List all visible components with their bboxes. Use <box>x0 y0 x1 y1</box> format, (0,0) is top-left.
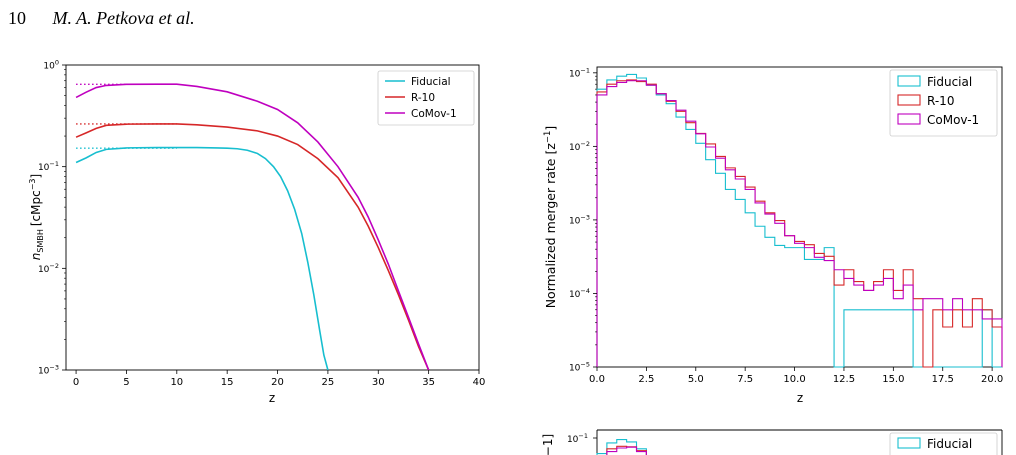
left-xtick-label: 20 <box>271 377 284 388</box>
right-xtick-label: 5.0 <box>688 374 704 385</box>
left-ytick-label: 10−2 <box>38 262 59 275</box>
right-ylabel-text: Normalized merger rate [z <box>543 143 558 309</box>
left-ylabel-sub: SMBH <box>36 229 45 252</box>
right-xtick-label: 10.0 <box>783 374 805 385</box>
left-legend-label-r10: R-10 <box>411 92 435 104</box>
right-ytick-label: 10−5 <box>569 361 590 374</box>
right-xtick-label: 7.5 <box>737 374 753 385</box>
page-header: 10 M. A. Petkova et al. <box>8 8 195 29</box>
left-series-layer <box>75 83 430 371</box>
left-ylabel-unit: [cMpc <box>29 190 43 226</box>
right-y-ticks: 10−1 10−2 10−3 10−4 10−5 <box>569 66 597 374</box>
left-x-axis-label: z <box>269 391 275 405</box>
rb-series-layer <box>596 439 647 455</box>
rb-series-step-0 <box>596 439 647 455</box>
right-x-ticks: 0.0 2.5 5.0 7.5 10.0 12.5 15.0 17.5 20.0 <box>589 367 1003 385</box>
right-legend-swatch-fiducial <box>897 75 921 87</box>
right-x-axis-label: z <box>797 391 803 405</box>
left-ylabel-n: n <box>29 253 43 261</box>
left-ytick-label: 10−1 <box>38 160 59 173</box>
rb-ytick-label: 10−1 <box>567 432 588 445</box>
left-legend-label-fiducial: Fiducial <box>411 76 451 88</box>
right-series-step-2 <box>596 80 1003 367</box>
left-x-ticks: 0 5 10 15 20 25 30 35 40 <box>73 370 485 388</box>
right-legend-label-comov1: CoMov-1 <box>927 113 979 127</box>
left-xtick-label: 10 <box>170 377 183 388</box>
running-head-authors: M. A. Petkova et al. <box>52 8 195 28</box>
left-series-line-2 <box>75 83 430 371</box>
left-chart: 0 5 10 15 20 25 30 35 40 100 10−1 10−2 10−3 z nSMBH… <box>28 59 485 406</box>
left-series-line-0 <box>75 146 329 371</box>
left-xtick-label: 5 <box>123 377 129 388</box>
left-ylabel-exp: −3 <box>28 178 37 190</box>
left-y-axis-label: nSMBH [cMpc−3] <box>28 174 45 260</box>
page-number: 10 <box>8 8 26 28</box>
rb-y-axis-label-fragment: −1] <box>541 434 555 455</box>
rb-legend-label-fiducial: Fiducial <box>927 437 972 451</box>
right-xtick-label: 12.5 <box>833 374 855 385</box>
left-xtick-label: 15 <box>221 377 234 388</box>
right-ytick-label: 10−4 <box>569 287 590 300</box>
right-legend: Fiducial R-10 CoMov-1 <box>889 69 998 137</box>
right-xtick-label: 20.0 <box>981 374 1003 385</box>
left-series-line-1 <box>75 123 430 371</box>
left-legend-box <box>377 70 475 126</box>
right-xtick-label: 17.5 <box>932 374 954 385</box>
right-ytick-label: 10−1 <box>569 66 590 79</box>
right-chart: 0.0 2.5 5.0 7.5 10.0 12.5 15.0 17.5 20.0 10−110−… <box>543 66 1003 405</box>
right-bottom-chart: 10−1 −1] Fiducial <box>541 429 1003 455</box>
right-legend-swatch-comov1 <box>897 113 921 125</box>
rb-series-step-1 <box>606 445 647 455</box>
right-series-layer <box>596 73 1003 368</box>
left-xtick-label: 40 <box>473 377 486 388</box>
right-legend-label-fiducial: Fiducial <box>927 75 972 89</box>
right-legend-swatch-r10 <box>897 94 921 106</box>
left-ylabel-close: ] <box>29 174 43 179</box>
left-xtick-label: 25 <box>322 377 335 388</box>
left-xtick-label: 0 <box>73 377 79 388</box>
left-legend-label-comov1: CoMov-1 <box>411 108 457 120</box>
right-ytick-label: 10−3 <box>569 213 590 226</box>
rb-series-step-2 <box>606 446 647 455</box>
right-xtick-label: 2.5 <box>638 374 654 385</box>
left-y-ticks: 100 10−1 10−2 10−3 <box>38 59 66 377</box>
right-y-axis-label: Normalized merger rate [z−1] <box>543 126 558 309</box>
left-ytick-label: 10−3 <box>38 364 59 377</box>
right-xtick-label: 0.0 <box>589 374 605 385</box>
left-legend: Fiducial R-10 CoMov-1 <box>377 70 475 126</box>
left-plot-frame <box>65 64 480 371</box>
left-xtick-label: 35 <box>422 377 435 388</box>
right-legend-label-r10: R-10 <box>927 94 954 108</box>
left-ytick-label: 100 <box>43 59 59 72</box>
left-xtick-label: 30 <box>372 377 385 388</box>
rb-legend-swatch-fiducial <box>897 437 921 449</box>
right-ylabel-close: ] <box>543 126 558 131</box>
right-xtick-label: 15.0 <box>882 374 904 385</box>
right-ylabel-exp: −1 <box>543 131 553 144</box>
right-ytick-label: 10−2 <box>569 140 590 153</box>
